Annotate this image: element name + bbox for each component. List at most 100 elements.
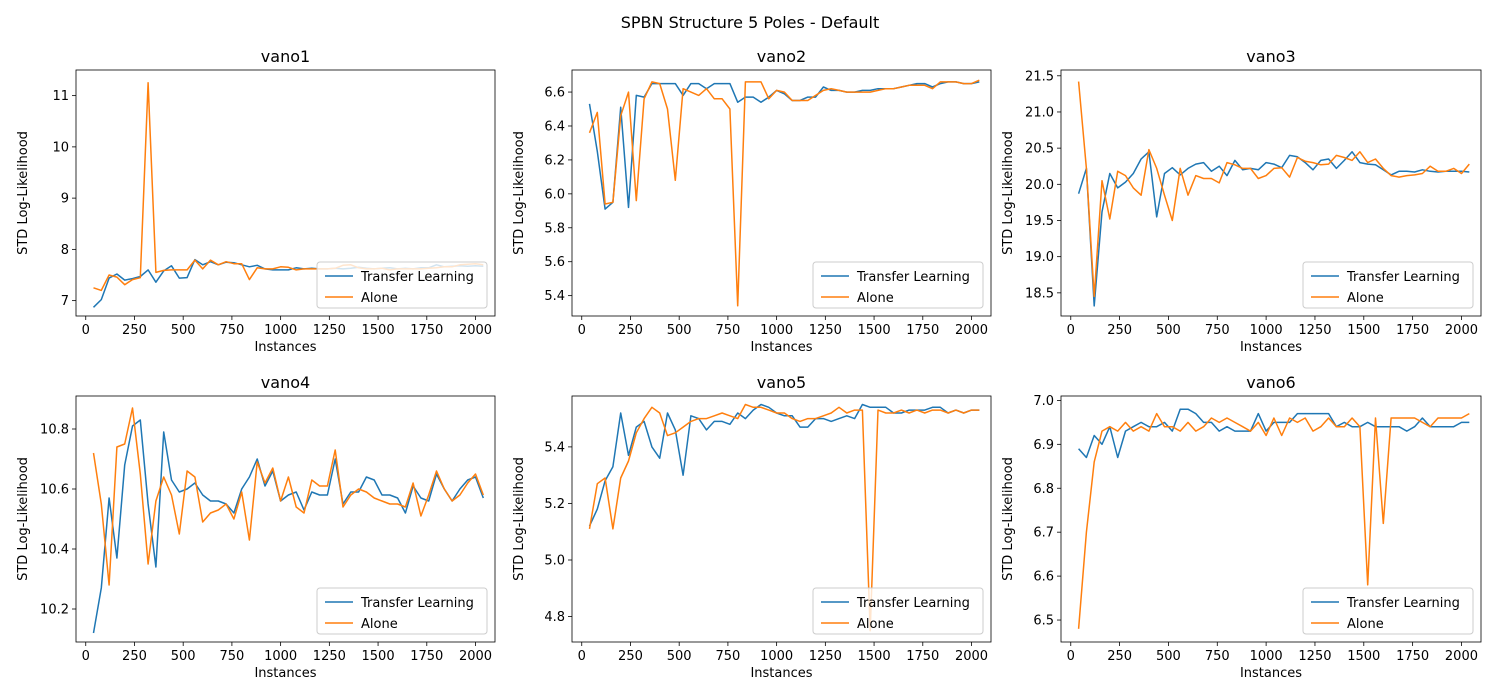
data-point (1109, 173, 1111, 175)
legend-box (1302, 587, 1474, 635)
data-point (155, 272, 157, 274)
data-point (940, 81, 942, 83)
x-tick-label: 250 (1107, 649, 1132, 664)
data-point (752, 81, 754, 83)
data-point (1406, 175, 1408, 177)
data-point (1078, 81, 1080, 83)
data-point (1320, 164, 1322, 166)
data-point (1265, 162, 1267, 164)
data-point (714, 83, 716, 85)
data-point (893, 412, 895, 414)
data-point (1211, 178, 1213, 180)
data-point (714, 98, 716, 100)
data-point (1375, 158, 1377, 160)
data-point (280, 266, 282, 268)
y-tick-label: 5.8 (544, 221, 565, 236)
data-point (1187, 168, 1189, 170)
y-tick-label: 4.8 (544, 610, 565, 625)
x-axis-label: Instances (1240, 340, 1302, 355)
y-axis-label: STD Log-Likelihood (1001, 131, 1016, 255)
data-point (1429, 165, 1431, 167)
x-tick-label: 1250 (1298, 323, 1331, 338)
data-point (838, 418, 840, 420)
y-tick-label: 8 (61, 243, 69, 258)
legend-label: Alone (857, 617, 894, 632)
y-axis-label: STD Log-Likelihood (512, 457, 527, 581)
data-point (729, 108, 731, 110)
data-point (171, 269, 173, 271)
data-point (636, 95, 638, 97)
data-point (1164, 422, 1166, 424)
data-point (745, 404, 747, 406)
data-point (140, 473, 142, 475)
data-point (924, 409, 926, 411)
data-point (721, 412, 723, 414)
x-tick-label: 1750 (410, 649, 443, 664)
data-point (1195, 163, 1197, 165)
data-point (659, 457, 661, 459)
data-point (1148, 430, 1150, 432)
data-point (752, 96, 754, 98)
data-point (186, 488, 188, 490)
data-point (358, 491, 360, 493)
series-line-alone (1077, 412, 1470, 629)
data-point (1258, 178, 1260, 180)
series-line-transfer-learning (588, 403, 980, 527)
data-point (784, 91, 786, 93)
x-tick-label: 1500 (362, 649, 395, 664)
axes-frame (571, 395, 992, 643)
data-point (1297, 422, 1299, 424)
data-point (737, 101, 739, 103)
data-point (186, 269, 188, 271)
data-point (698, 83, 700, 85)
data-point (1125, 422, 1127, 424)
data-point (667, 83, 669, 85)
subplot-title: vano5 (757, 373, 806, 392)
data-point (280, 269, 282, 271)
data-point (659, 412, 661, 414)
x-tick-label: 1500 (362, 323, 395, 338)
data-point (643, 98, 645, 100)
data-point (1406, 417, 1408, 419)
data-point (1359, 162, 1361, 164)
x-tick-label: 2000 (955, 649, 988, 664)
data-point (823, 418, 825, 420)
x-axis-label: Instances (1240, 666, 1302, 681)
data-point (264, 268, 266, 270)
legend-label: Transfer Learning (1346, 596, 1460, 611)
data-point (690, 421, 692, 423)
data-point (1140, 422, 1142, 424)
data-point (636, 200, 638, 202)
data-point (877, 90, 879, 92)
data-point (908, 409, 910, 411)
data-point (675, 432, 677, 434)
data-point (1437, 171, 1439, 173)
data-point (1133, 426, 1135, 428)
data-point (1078, 628, 1080, 630)
data-point (597, 151, 599, 153)
legend-box (812, 261, 984, 309)
data-point (163, 476, 165, 478)
data-point (682, 474, 684, 476)
data-point (1133, 187, 1135, 189)
legend-box (1302, 261, 1474, 309)
data-point (1140, 158, 1142, 160)
legend-label: Alone (1347, 617, 1384, 632)
data-point (1211, 417, 1213, 419)
data-point (979, 79, 981, 81)
data-point (1422, 422, 1424, 424)
data-point (1414, 426, 1416, 428)
data-point (737, 418, 739, 420)
x-tick-label: 250 (618, 323, 643, 338)
data-point (1125, 430, 1127, 432)
data-point (1218, 422, 1220, 424)
data-point (1187, 408, 1189, 410)
data-point (885, 412, 887, 414)
data-point (823, 90, 825, 92)
data-point (714, 415, 716, 417)
data-point (311, 268, 313, 270)
subplot-vano1: vano1 0 250 500 750 1000 1250 1500 1750 2000 7 8 9 10… (16, 47, 496, 355)
data-point (854, 91, 856, 93)
data-point (1101, 180, 1103, 182)
data-point (760, 404, 762, 406)
